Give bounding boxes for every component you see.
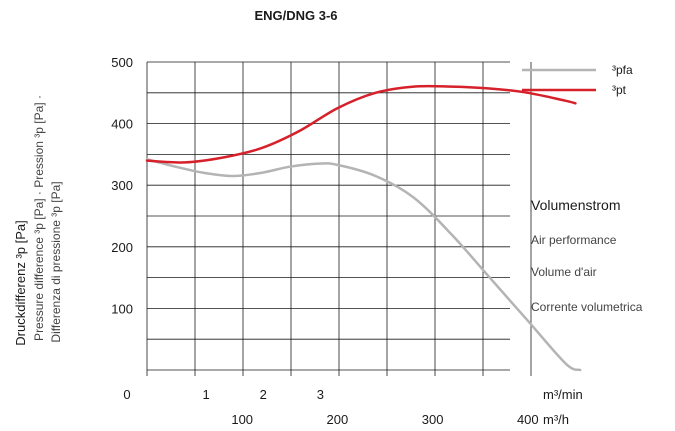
x-unit-m3min: m³/min [543,387,583,402]
x-tick-label-m3h: 400 [517,412,539,427]
side-labels: Volumenstrom Air performance Volume d'ai… [531,197,643,314]
legend: ³pfa ³pt [522,63,633,97]
y-tick-label: 100 [111,301,133,316]
x-tick-label-m3min: 3 [317,387,324,402]
y-axis-label-sub-1: Pressure difference ³p [Pa] · Pression ³… [32,95,46,341]
x-tick-label-m3min: 1 [203,387,210,402]
side-item-1: Air performance [531,233,617,247]
side-item-3: Corrente volumetrica [531,300,643,314]
y-axis-title: Druckdifferenz ³p [Pa] Pressure differen… [13,95,63,346]
y-tick-label: 300 [111,178,133,193]
grid [146,61,532,376]
y-tick-label: 400 [111,117,133,132]
series-lines [145,84,582,372]
origin-label: 0 [123,387,130,402]
y-tick-label: 500 [111,55,133,70]
series-line-pfa [145,158,582,372]
side-item-2: Volume d'air [531,265,597,279]
legend-label-pfa: ³pfa [612,63,633,77]
y-axis-label-sub-2: Differenza di pressione ³p [Pa] [49,181,63,342]
chart-title: ENG/DNG 3-6 [254,8,337,23]
x-unit-m3h: m³/h [543,412,569,427]
x-tick-label-m3h: 100 [231,412,253,427]
x-tick-label-m3min: 2 [260,387,267,402]
y-tick-labels: 100 200 300 400 500 [111,55,133,316]
y-tick-label: 200 [111,240,133,255]
series-line-pt [145,84,577,164]
x-tick-labels: 100 200 300 400 1 2 3 [203,387,539,427]
y-axis-label: Druckdifferenz ³p [Pa] [13,220,28,345]
legend-label-pt: ³pt [612,83,627,97]
x-tick-label-m3h: 200 [327,412,349,427]
side-heading: Volumenstrom [531,197,620,213]
x-tick-label-m3h: 300 [422,412,444,427]
